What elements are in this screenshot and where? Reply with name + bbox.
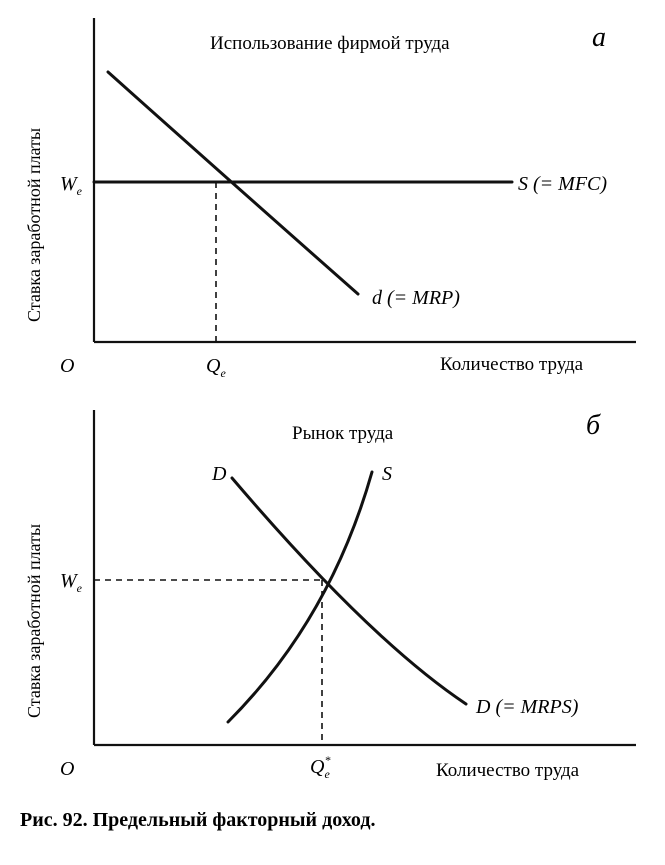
panel-a-y-axis-label: Ставка заработной платы [24,128,44,322]
panel-a-x-axis-label: Количество труда [440,354,584,375]
panel-a: Использование фирмой труда a Ставка зара… [24,18,636,380]
figure-caption: Рис. 92. Предельный факторный доход. [20,809,375,831]
panel-b-demand-top-label: D [211,463,227,485]
panel-a-letter: a [592,22,606,53]
panel-b-supply-top-label: S [382,463,392,485]
panel-b-demand-curve [230,476,468,706]
panel-b: Рынок труда б Ставка заработной платы O … [24,410,636,781]
panel-b-x-axis-label: Количество труда [436,760,580,781]
panel-a-qe-label: Qe [206,355,226,380]
panel-b-y-axis-label: Ставка заработной платы [24,524,44,718]
panel-b-we-label: We [60,570,83,595]
panel-b-supply-curve [226,470,374,724]
panel-a-demand-label: d (= MRP) [372,287,460,309]
panel-b-origin: O [60,758,74,780]
panel-a-origin: O [60,355,74,377]
panel-b-letter: б [586,410,601,441]
panel-a-we-label: We [60,173,83,198]
panel-a-demand-curve [106,70,360,296]
panel-b-qe-label: Q* e [310,753,330,781]
panel-a-title: Использование фирмой труда [210,33,450,54]
panel-a-supply-label: S (= MFC) [518,173,607,195]
panel-b-title: Рынок труда [292,423,394,444]
panel-b-demand-bottom-label: D (= MRPS) [475,696,579,718]
